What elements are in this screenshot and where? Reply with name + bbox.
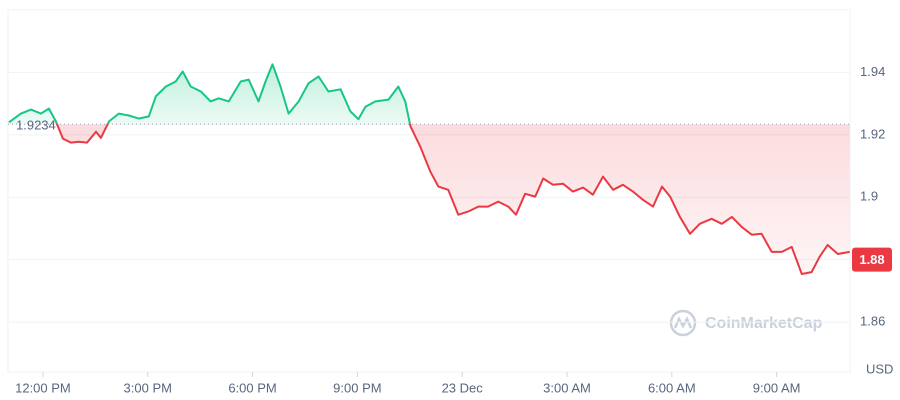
x-tick-label: 6:00 AM	[648, 380, 696, 395]
y-tick-label: 1.9	[860, 189, 878, 204]
baseline-label: 1.9234	[16, 118, 56, 133]
current-value: 1.88	[859, 252, 884, 267]
current-badge	[852, 247, 892, 272]
x-tick-label: 9:00 AM	[753, 380, 801, 395]
watermark: CoinMarketCap	[669, 309, 823, 337]
x-tick-label: 3:00 PM	[124, 380, 172, 395]
x-tick-label: 9:00 PM	[333, 380, 381, 395]
x-tick-label: 23 Dec	[442, 380, 484, 395]
x-tick-label: 12:00 PM	[15, 380, 71, 395]
x-tick-label: 6:00 PM	[228, 380, 276, 395]
price-line	[8, 63, 850, 275]
plot-frame	[7, 9, 851, 373]
x-tick-label: 3:00 AM	[543, 380, 591, 395]
y-tick-label: 1.94	[860, 64, 885, 79]
watermark-text: CoinMarketCap	[705, 315, 823, 332]
y-tick-label: 1.86	[860, 314, 885, 329]
area-fill	[9, 64, 850, 274]
y-tick-label: 1.92	[860, 126, 885, 141]
y-unit: USD	[866, 361, 893, 376]
